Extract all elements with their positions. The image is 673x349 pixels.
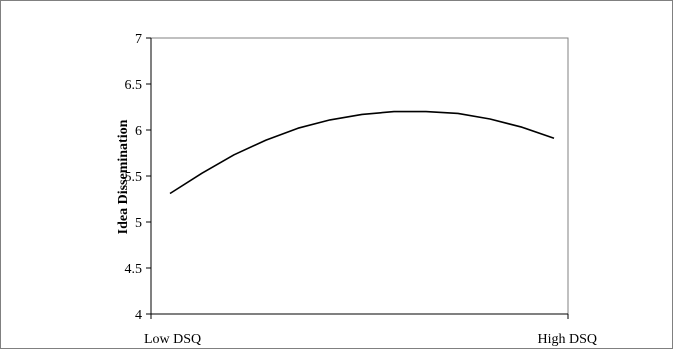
y-tick-label: 5.5 (125, 170, 143, 185)
x-tick-label-low: Low DSQ (144, 332, 201, 347)
y-tick-label: 6.5 (125, 78, 143, 93)
y-tick-label: 7 (135, 32, 142, 47)
x-tick-label-high: High DSQ (537, 332, 597, 347)
y-axis-title: Idea Dissemination (116, 119, 131, 234)
series-line (169, 110, 555, 195)
y-tick-label: 5 (135, 216, 142, 231)
y-tick-label: 4 (135, 308, 142, 323)
y-tick-label: 4.5 (125, 262, 143, 277)
y-tick-label: 6 (135, 124, 142, 139)
